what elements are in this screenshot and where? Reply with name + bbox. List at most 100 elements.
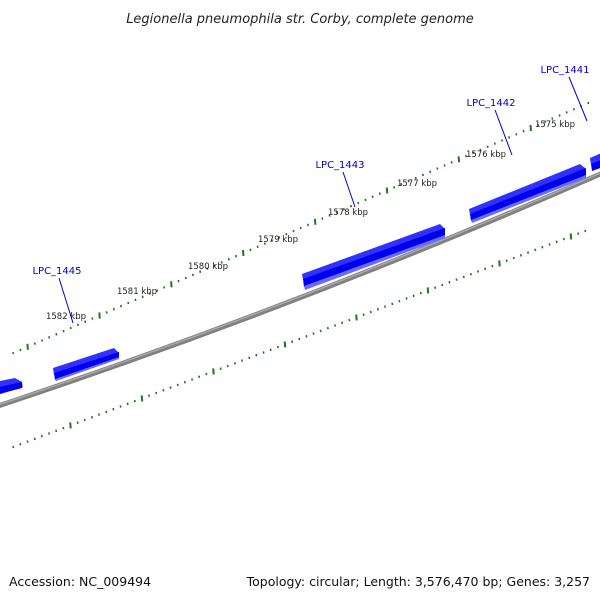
tick-minor (176, 383, 179, 387)
tick-minor (76, 323, 79, 327)
tick-minor (33, 437, 36, 441)
tick-minor (133, 399, 136, 403)
tick-minor (419, 291, 422, 295)
tick-minor (335, 211, 338, 214)
scale-labels: 1575 kbp 1576 kbp 1577 kbp 1578 kbp 1579… (46, 120, 575, 322)
tick-minor (205, 372, 208, 376)
tick-minor (493, 142, 496, 145)
tick-minor (69, 326, 72, 330)
tick-minor (33, 342, 36, 345)
gene-feature-lpc-1441[interactable] (590, 151, 600, 171)
tick-minor (148, 292, 151, 295)
tick-minor (369, 310, 372, 314)
tick-major (242, 249, 245, 257)
tick-minor (48, 432, 51, 435)
tick-minor (469, 272, 472, 276)
tick-major (140, 395, 144, 402)
tick-minor (587, 101, 590, 105)
tick-minor (219, 367, 222, 370)
tick-minor (76, 421, 79, 424)
tick-minor (319, 329, 322, 333)
tick-minor (519, 254, 522, 257)
tick-major (69, 422, 72, 429)
tick-minor (421, 173, 424, 177)
tick-minor (371, 195, 374, 198)
tick-minor (348, 318, 351, 322)
tick-minor (558, 114, 561, 117)
tick-minor (391, 302, 394, 306)
tick-minor (91, 317, 94, 320)
gene-feature[interactable] (0, 378, 23, 396)
tick-minor (55, 332, 58, 336)
tick-minor (299, 226, 302, 230)
tick-minor (134, 298, 137, 302)
tick-minor (572, 108, 575, 111)
tick-minor (565, 111, 568, 114)
tick-minor (405, 297, 408, 300)
tick-minor (534, 248, 537, 252)
tick-minor (527, 251, 530, 254)
tick-minor (512, 256, 515, 260)
tick-minor (577, 232, 580, 235)
tick-minor (305, 335, 308, 338)
tick-major (457, 156, 461, 163)
gene-label-lpc-1443[interactable]: LPC_1443 (315, 160, 364, 171)
gene-label-lpc-1441[interactable]: LPC_1441 (540, 65, 589, 76)
tick-minor (127, 301, 130, 305)
tick-label-1580: 1580 kbp (188, 262, 228, 272)
tick-minor (271, 239, 274, 242)
tick-major (498, 260, 501, 267)
tick-minor (155, 391, 158, 395)
tick-minor (120, 304, 123, 308)
gene-feature-lpc-1443[interactable] (302, 224, 445, 290)
tick-minor (177, 279, 180, 283)
tick-minor (362, 313, 365, 316)
tick-minor (206, 267, 209, 270)
tick-minor (551, 117, 554, 120)
gene-feature-lpc-1445[interactable] (53, 348, 119, 381)
tick-minor (548, 243, 551, 246)
gene-label-lpc-1445[interactable]: LPC_1445 (32, 266, 81, 277)
tick-minor (213, 264, 216, 267)
gene-track (0, 151, 600, 396)
tick-minor (41, 339, 44, 342)
tick-major (26, 343, 29, 350)
chromosome-backbone (0, 171, 600, 408)
tick-minor (12, 351, 15, 355)
tick-minor (312, 332, 315, 335)
tick-minor (501, 139, 504, 142)
tick-minor (226, 364, 229, 368)
tick-minor (378, 192, 381, 195)
tick-minor (407, 179, 410, 183)
tick-minor (141, 295, 144, 299)
tick-minor (241, 359, 244, 362)
tick-minor (298, 337, 301, 341)
gene-label-lpc-1442[interactable]: LPC_1442 (466, 98, 515, 109)
tick-minor (292, 229, 295, 233)
genome-summary-text: Topology: circular; Length: 3,576,470 bp… (246, 574, 590, 589)
tick-label-1581: 1581 kbp (117, 287, 157, 297)
tick-minor (505, 259, 508, 262)
tick-minor (191, 273, 194, 277)
tick-minor (84, 320, 87, 324)
tick-minor (198, 375, 201, 379)
tick-minor (436, 167, 439, 170)
tick-minor (522, 129, 525, 133)
tick-minor (169, 386, 172, 389)
tick-minor (541, 245, 544, 249)
tick-minor (285, 233, 288, 236)
tick-label-1576: 1576 kbp (466, 150, 506, 160)
tick-track-outer (12, 101, 590, 355)
tick-minor (455, 278, 458, 281)
tick-minor (326, 326, 329, 330)
tick-major (98, 312, 101, 319)
tick-minor (341, 321, 344, 325)
gene-feature-lpc-1442[interactable] (469, 164, 586, 223)
tick-minor (255, 353, 258, 357)
tick-major (569, 233, 573, 240)
tick-minor (269, 348, 272, 352)
tick-minor (90, 416, 93, 419)
tick-minor (291, 340, 294, 343)
tick-minor (443, 164, 446, 167)
